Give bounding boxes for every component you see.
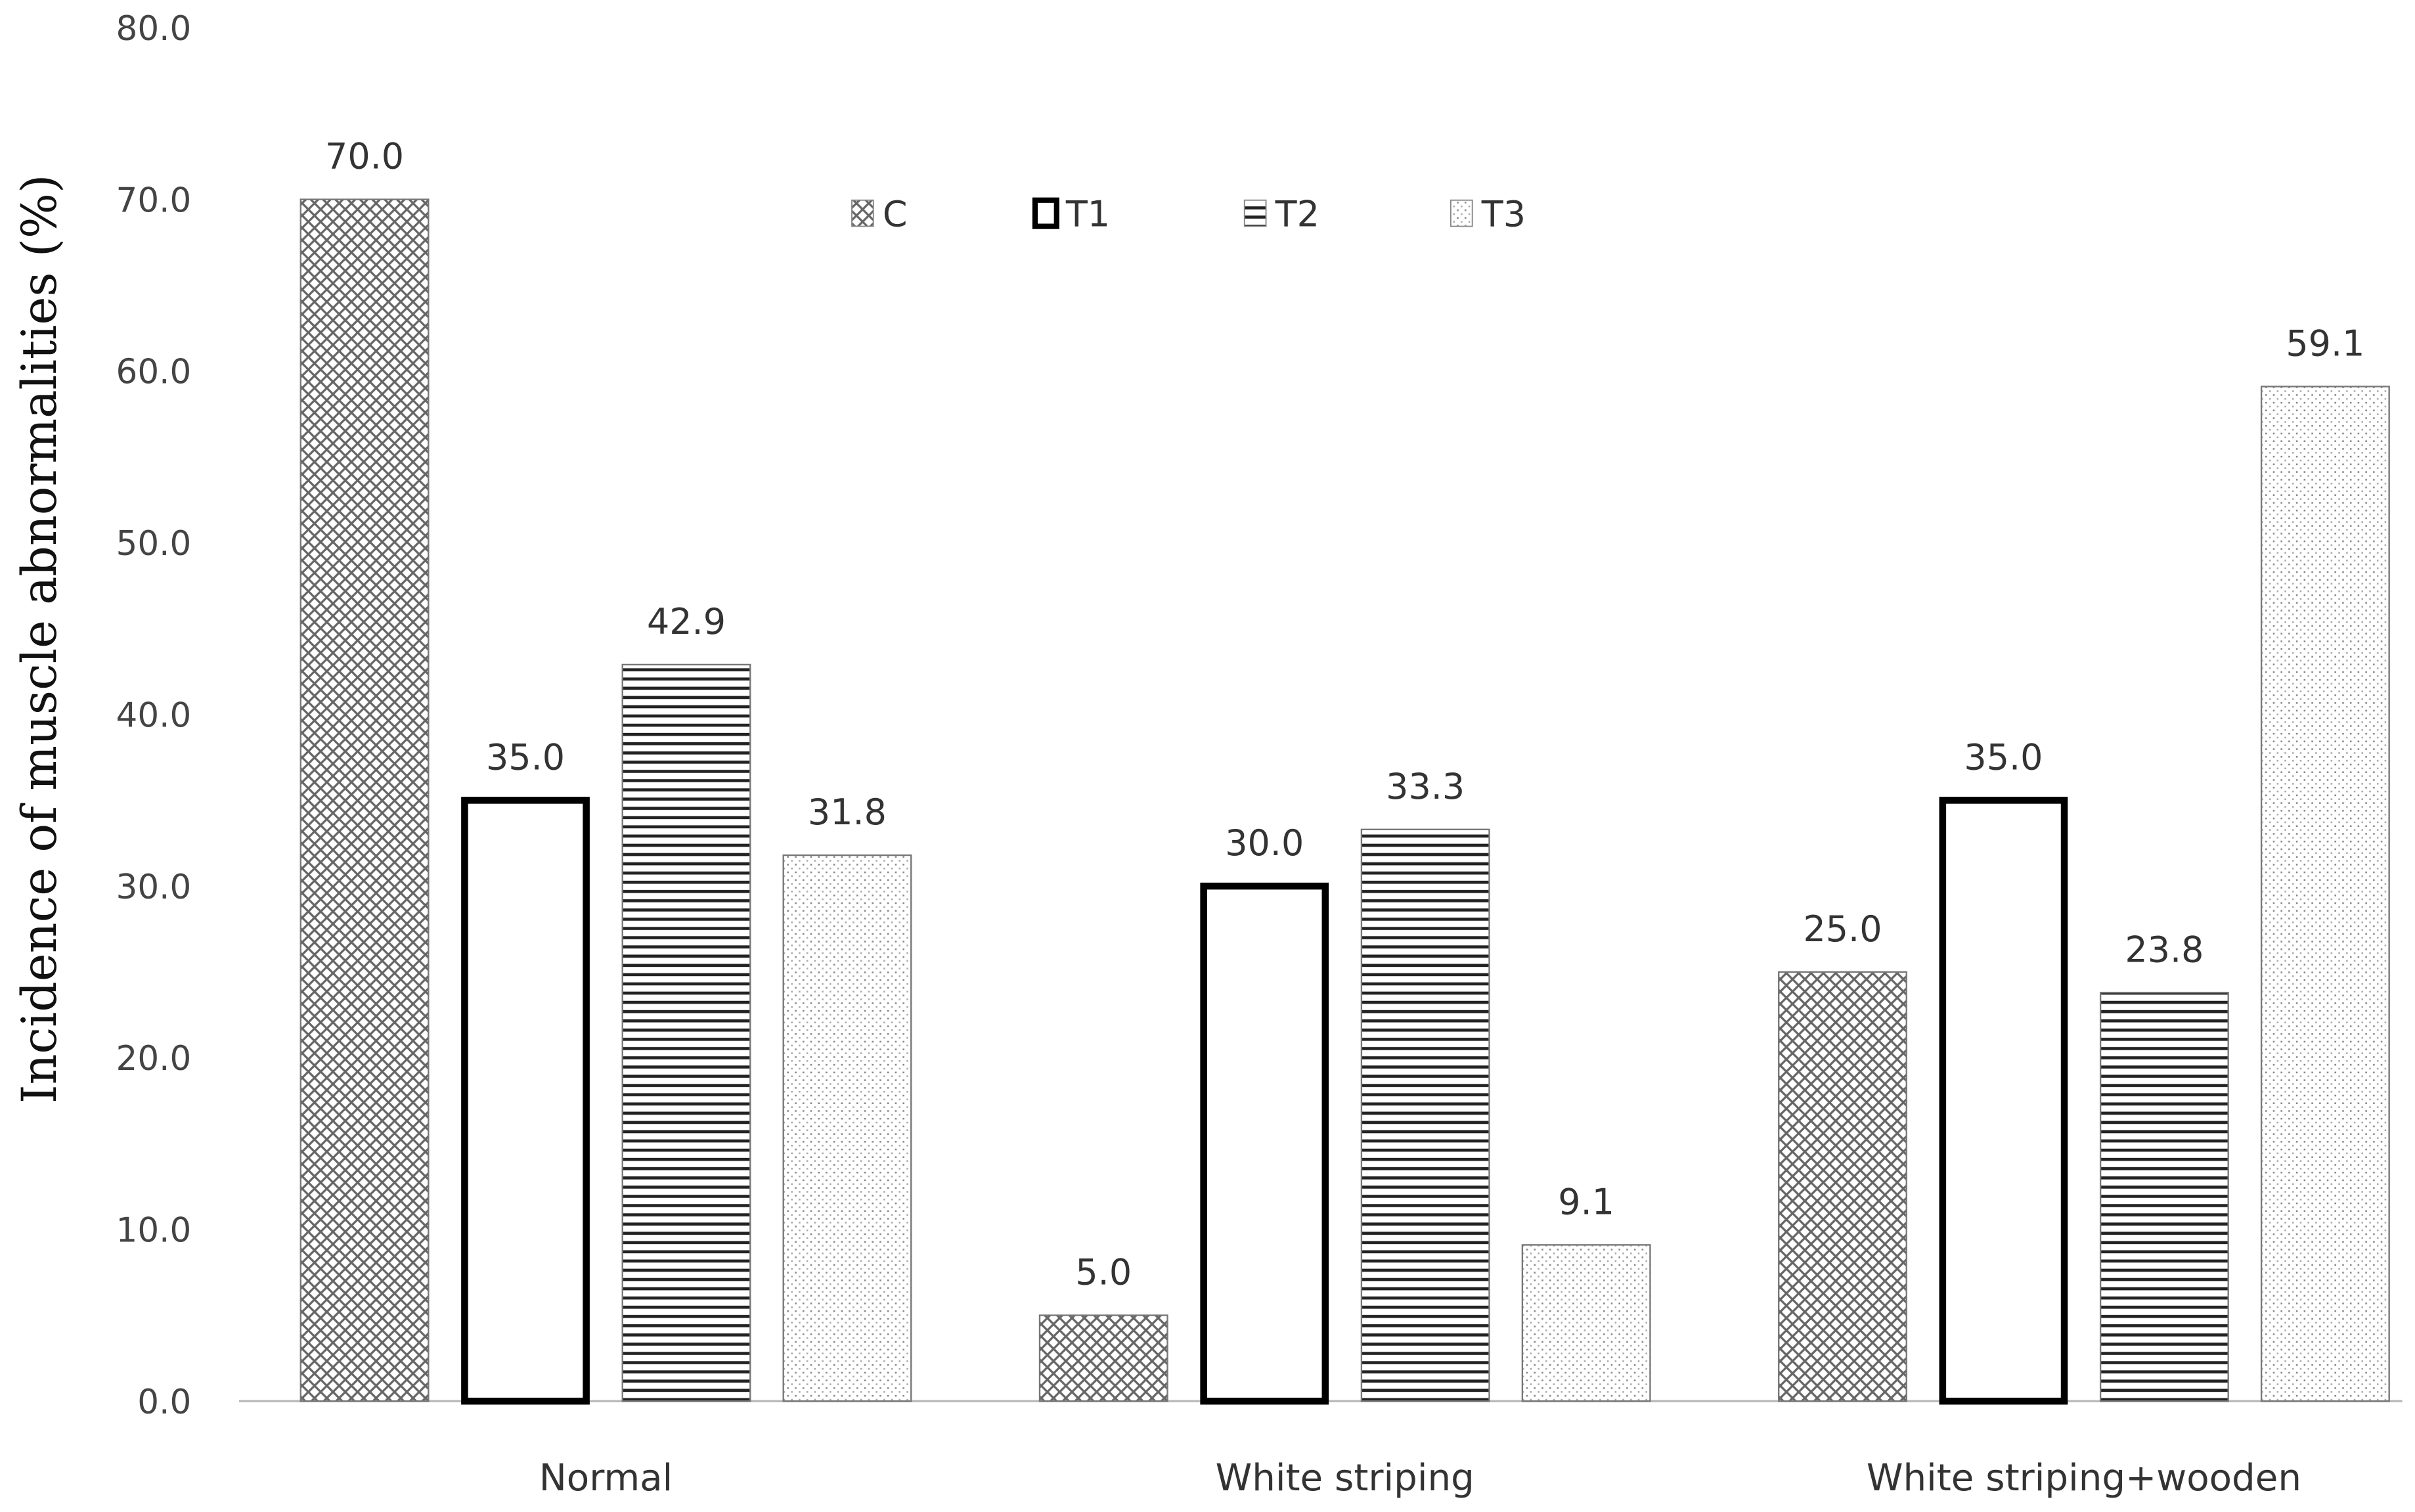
bar-c [1778,971,1907,1402]
legend-swatch-t3 [1450,199,1473,227]
bar-t2 [621,663,751,1402]
y-tick-label: 40.0 [116,696,192,735]
legend-label: C [883,194,908,235]
y-tick-label: 50.0 [116,524,192,564]
data-label: 35.0 [1964,737,2043,778]
bar-t1 [461,797,590,1405]
bar-t3 [782,854,912,1402]
bar-t2 [2099,991,2229,1402]
y-tick-label: 70.0 [116,181,192,220]
legend-label: T2 [1275,194,1319,235]
data-label: 33.3 [1386,766,1465,807]
y-tick-label: 0.0 [137,1383,191,1422]
data-label: 30.0 [1225,822,1304,864]
data-label: 9.1 [1558,1181,1614,1222]
legend-label: T3 [1481,194,1526,235]
y-tick-label: 30.0 [116,868,192,907]
bar-c [1038,1314,1168,1402]
data-label: 59.1 [2286,323,2364,365]
y-axis-label: Incidence of muscle abnormalities (%) [12,175,68,1104]
bar-t1 [1200,882,1329,1405]
y-tick-label: 60.0 [116,353,192,392]
legend-swatch-c [851,199,874,227]
data-label: 35.0 [486,737,565,778]
x-category-label: White striping+wooden [1867,1457,2301,1500]
data-label: 31.8 [808,791,887,833]
legend-swatch-t1 [1032,197,1059,229]
data-label: 23.8 [2125,929,2204,970]
bar-t2 [1360,828,1490,1402]
y-tick-label: 10.0 [116,1211,192,1251]
data-label: 70.0 [325,136,404,177]
bar-t1 [1939,797,2068,1405]
legend: C T1 T2 T3 [851,194,1526,235]
y-tick-label: 80.0 [116,9,192,49]
bar-t3 [2260,386,2390,1402]
data-label: 5.0 [1075,1252,1132,1293]
legend-swatch-t2 [1243,199,1267,227]
data-label: 25.0 [1803,908,1882,950]
x-category-label: White striping [1216,1457,1474,1500]
bar-c [299,198,430,1402]
y-tick-label: 20.0 [116,1039,192,1078]
bar-t3 [1521,1244,1651,1402]
x-category-label: Normal [539,1457,673,1500]
data-label: 42.9 [647,601,726,642]
legend-label: T1 [1065,194,1110,235]
